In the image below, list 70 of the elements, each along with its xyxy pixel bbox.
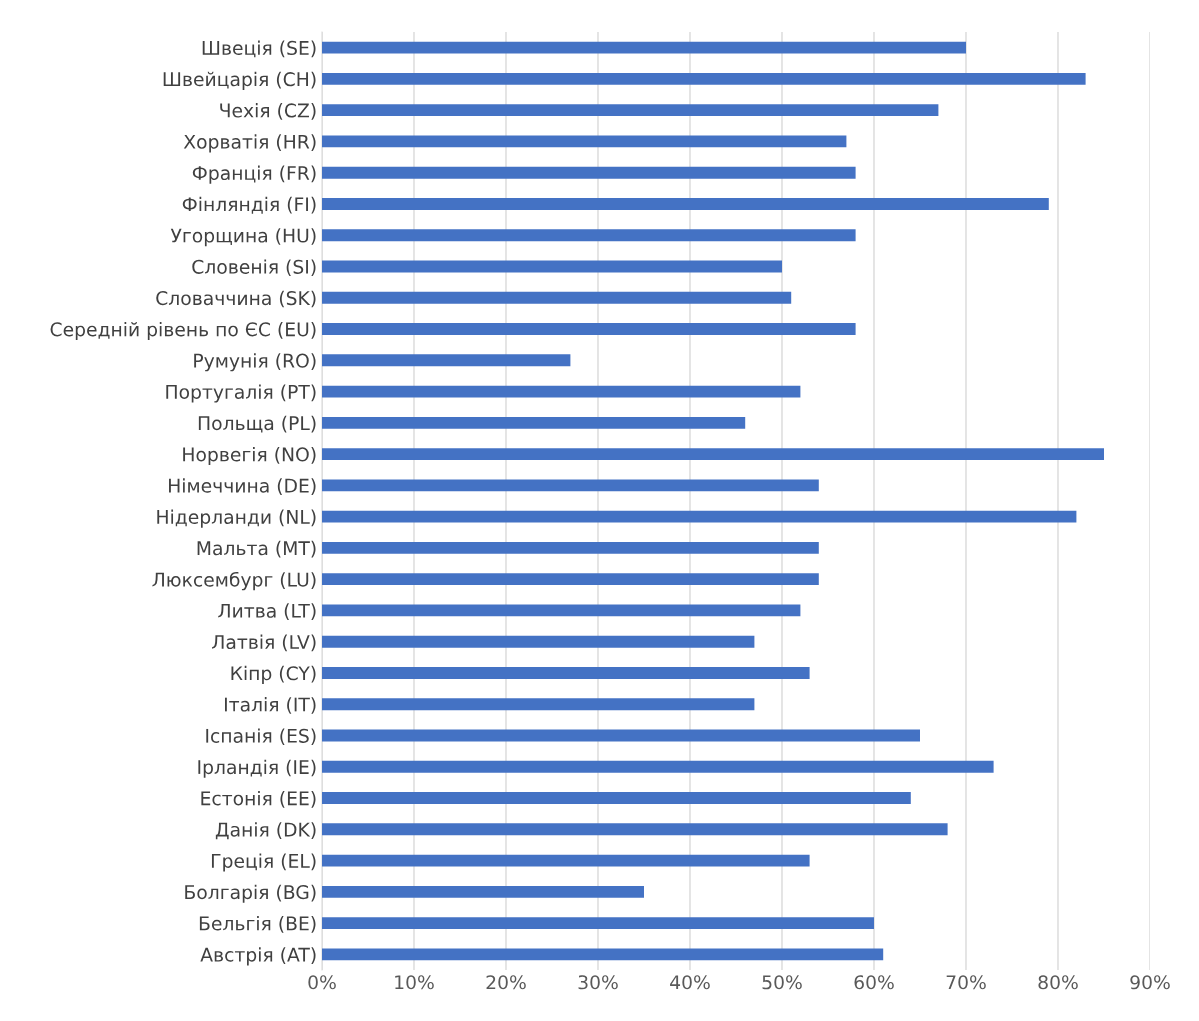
y-tick-label: Нідерланди (NL) [157,509,316,528]
bar [322,604,801,617]
y-tick-label: Німеччина (DE) [169,478,316,495]
x-tick-label: 90% [1130,975,1170,990]
x-tick-label: 40% [670,975,710,990]
bar [322,323,856,335]
y-tick-label: Литва (LT) [218,603,316,621]
bar [322,760,994,773]
y-tick-label: Естонія (EE) [201,790,316,808]
bar [322,72,1086,85]
bar [322,104,939,117]
y-tick-label: Фінляндія (FI) [182,196,316,214]
y-tick-label: Румунія (RO) [194,353,316,372]
bar [322,166,856,179]
bar [322,948,884,961]
y-tick-label: Італія (IT) [224,697,316,714]
y-tick-label: Норвегія (NO) [183,446,316,466]
bar [322,510,1077,523]
y-tick-label: Австрія (AT) [200,947,316,966]
y-tick-label: Бельгія (BE) [199,915,316,933]
y-tick-label: Латвія (LV) [212,634,316,652]
bar [322,229,856,242]
bar [322,479,819,492]
y-tick-label: Словаччина (SK) [156,290,316,308]
x-tick-label: 10% [395,975,434,990]
bar [322,385,801,398]
y-tick-label: Франція (FR) [192,165,316,184]
y-tick-label: Чехія (CZ) [220,103,316,120]
x-tick-label: 70% [946,975,986,990]
bar [322,917,874,930]
y-tick-label: Польща (PL) [198,415,316,433]
x-tick-label: 0% [308,975,336,990]
bar [322,260,782,273]
bar [322,885,644,898]
bar [322,698,755,711]
bar [322,291,792,304]
y-tick-label: Хорватія (HR) [183,134,316,153]
bar [322,198,1049,210]
x-tick-label: 80% [1038,975,1078,990]
bar [322,667,810,679]
bar [322,635,755,648]
y-tick-label: Швейцарія (CH) [163,71,316,90]
y-tick-label: Угорщина (HU) [170,228,316,247]
y-tick-label: Словенія (SI) [192,259,316,277]
y-tick-label: Мальта (MT) [197,540,316,558]
bar [322,541,819,554]
y-tick-label: Данія (DK) [215,822,316,840]
bar [322,729,920,742]
x-tick-label: 20% [486,975,526,990]
bar [322,354,571,367]
y-tick-label: Середній рівень по ЄС (EU) [50,321,316,341]
y-tick-label: Швеція (SE) [202,40,316,58]
bar [322,448,1104,461]
bar [322,854,810,867]
y-tick-label: Ірландія (IE) [198,759,316,778]
y-tick-label: Кіпр (CY) [231,665,316,684]
y-tick-label: Португалія (PT) [166,384,316,403]
bar [322,416,746,429]
bar [322,792,911,804]
x-tick-label: 30% [578,975,618,990]
bar [322,41,966,54]
bar [322,135,847,148]
y-tick-label: Греція (EL) [211,853,316,872]
y-tick-label: Іспанія (ES) [206,728,316,746]
bar [322,573,819,586]
x-tick-label: 50% [762,975,802,990]
x-tick-label: 60% [854,975,894,990]
y-tick-label: Люксембург (LU) [152,571,316,591]
y-tick-label: Болгарія (BG) [185,884,316,903]
bar [322,823,948,836]
